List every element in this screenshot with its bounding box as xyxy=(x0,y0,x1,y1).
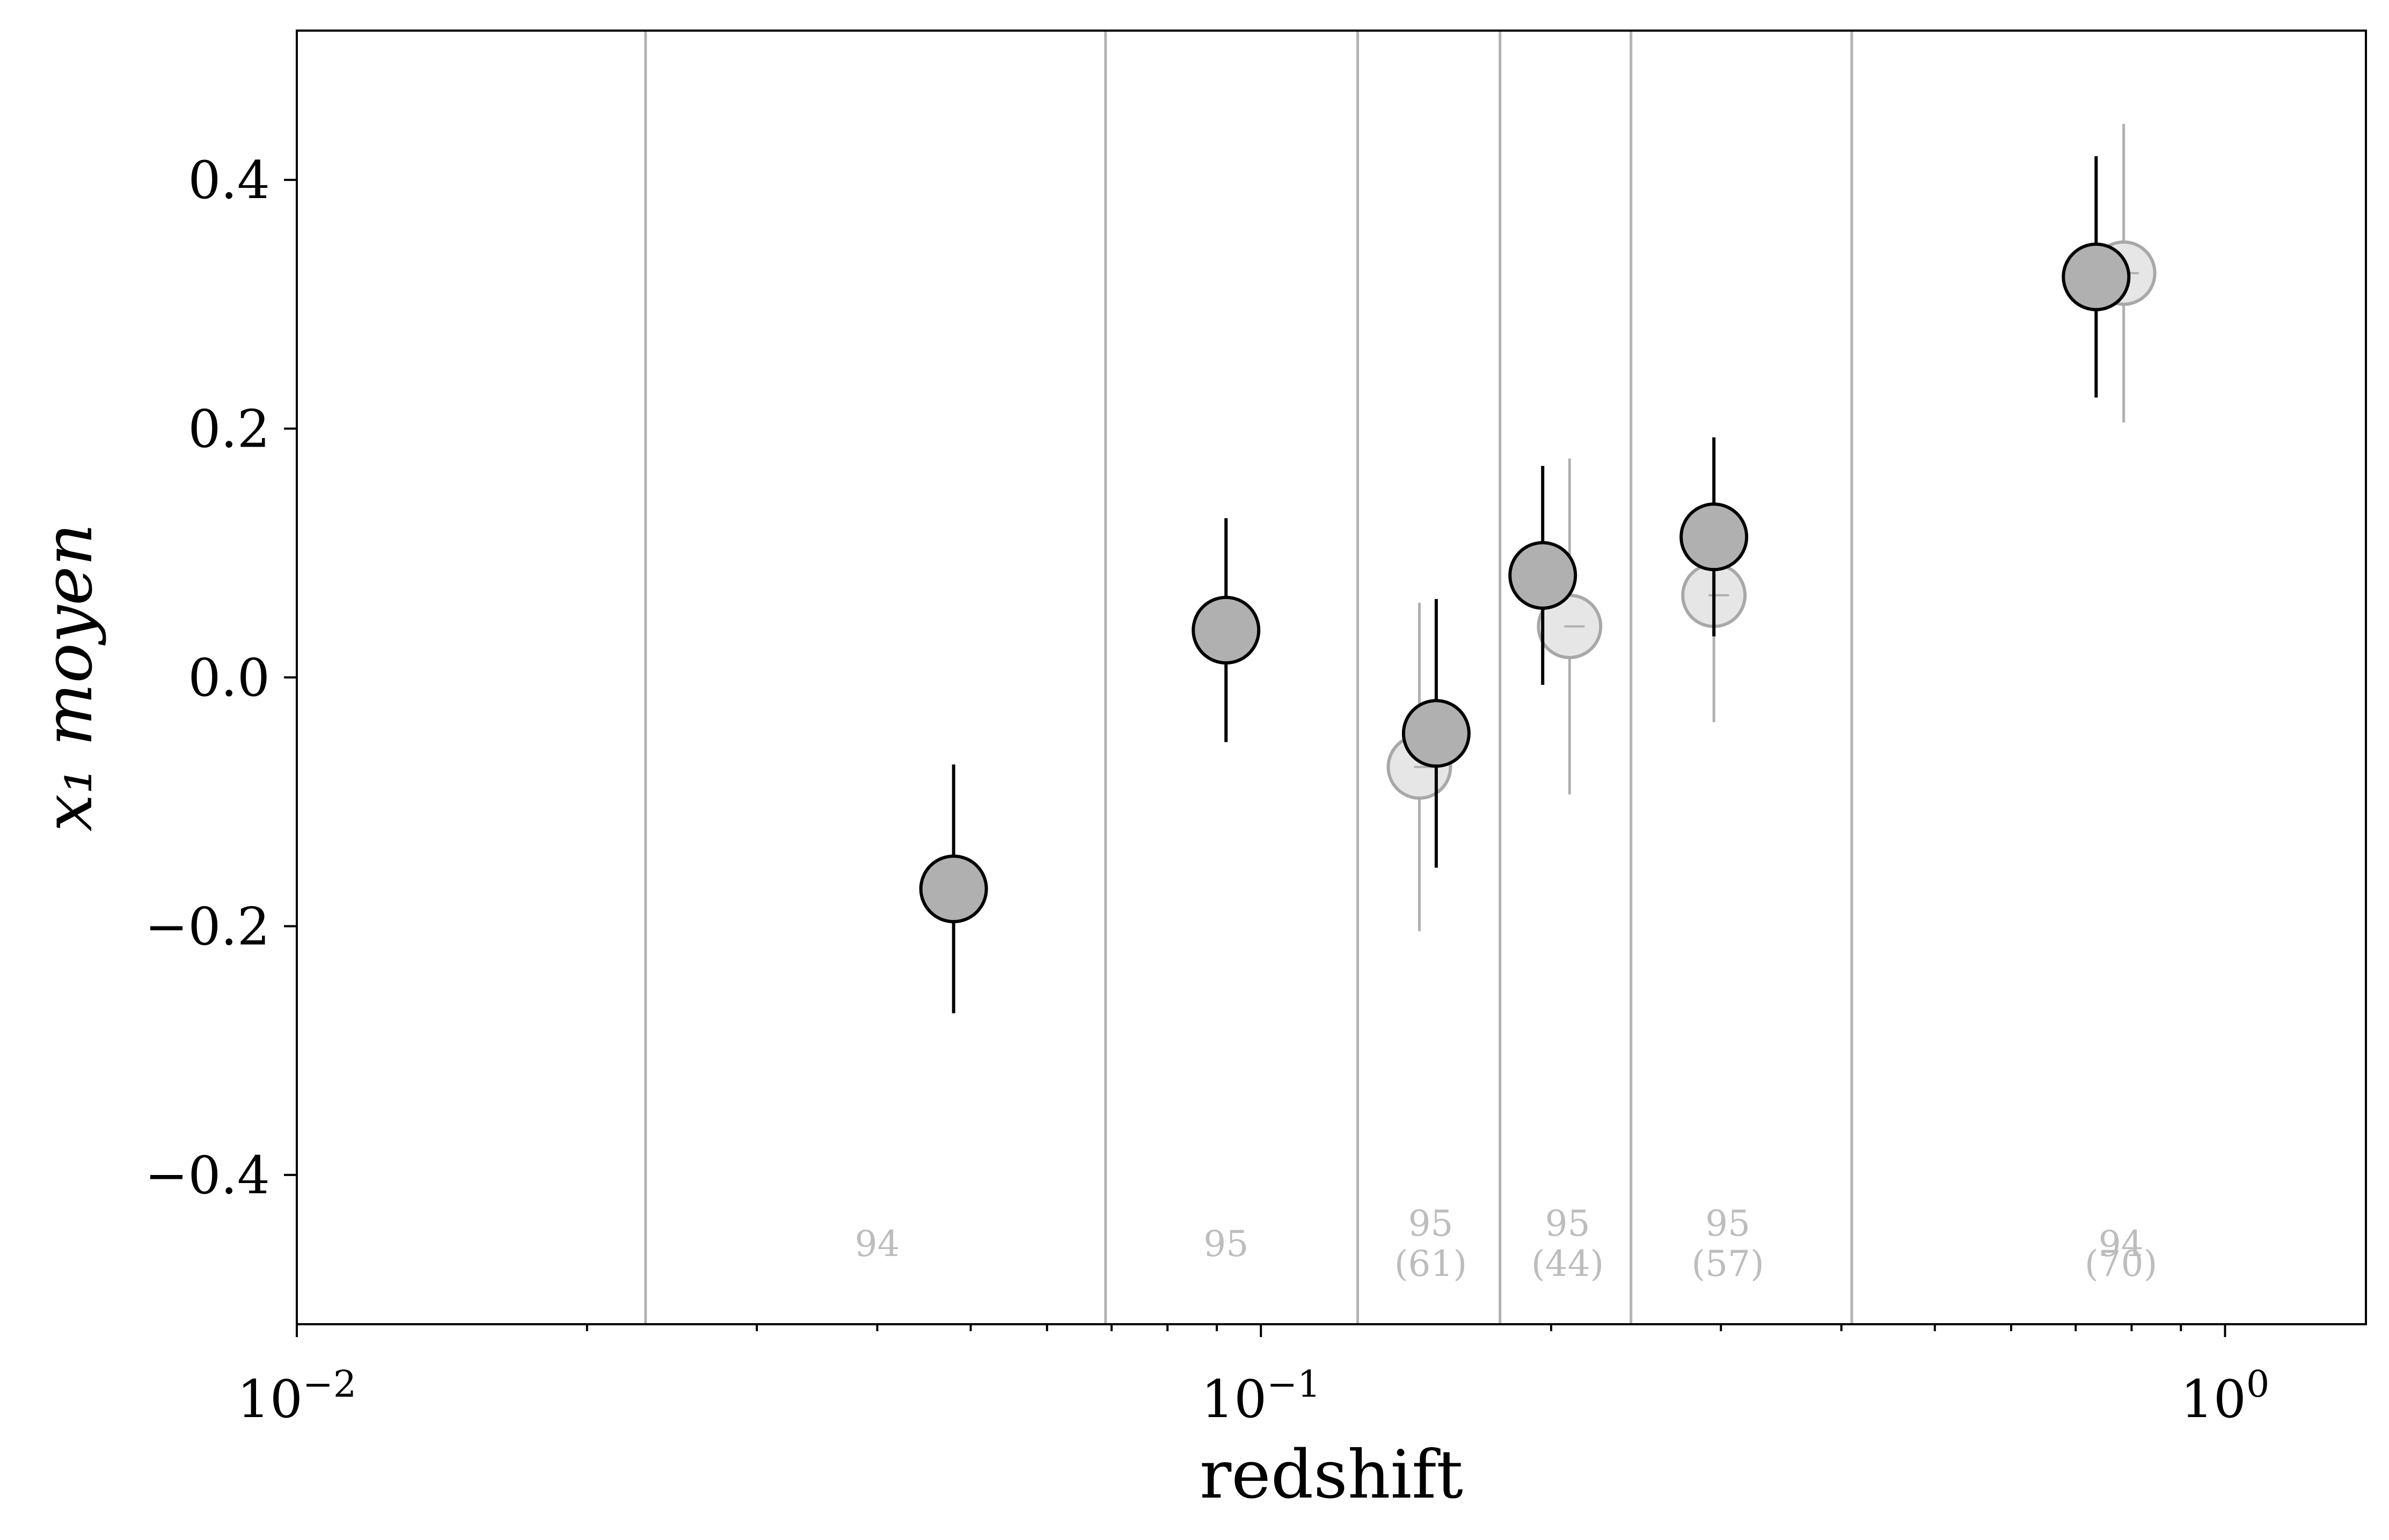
bin-count-label: (57) xyxy=(1691,1243,1764,1284)
x-axis-label: redshift xyxy=(1200,1436,1463,1514)
bin-count-label: (70) xyxy=(2085,1243,2157,1284)
bin-count-label: 95 xyxy=(1705,1203,1750,1244)
data-point xyxy=(919,854,988,923)
bin-count-label: (61) xyxy=(1394,1243,1467,1284)
data-point xyxy=(2062,242,2131,311)
y-tick-label: 0.0 xyxy=(188,648,270,708)
data-point xyxy=(1192,595,1261,665)
data-point xyxy=(1401,699,1471,768)
series-primary xyxy=(919,156,2131,1013)
data-point xyxy=(1508,541,1577,610)
x-tick-label: 10−1 xyxy=(1201,1363,1320,1429)
y-axis: 0.4 0.2 0.0 −0.2 −0.4 xyxy=(145,150,297,1206)
bin-count-label: 94 xyxy=(854,1223,900,1265)
x-tick-label: 100 xyxy=(2181,1363,2269,1429)
bin-count-label: 95 xyxy=(1203,1223,1248,1265)
y-tick-label: 0.4 xyxy=(188,150,270,210)
y-tick-label: −0.4 xyxy=(145,1145,270,1206)
data-point xyxy=(1679,502,1749,572)
bin-edges xyxy=(644,31,1853,1324)
bin-counts: 94 95 95(61)95(44)95(57) 94(70) xyxy=(854,1203,2157,1284)
bin-count-label: 95 xyxy=(1408,1203,1453,1244)
bin-count-label: 95 xyxy=(1545,1203,1590,1244)
x-axis: 10−2 10−1 100 xyxy=(237,1324,2269,1429)
y-axis-label: x₁ moyen xyxy=(30,523,107,832)
bin-count-label: 94 xyxy=(2099,1223,2144,1265)
x-tick-label: 10−2 xyxy=(237,1363,356,1429)
bin-count-label: (44) xyxy=(1531,1243,1604,1284)
y-tick-label: 0.2 xyxy=(188,399,270,459)
y-tick-label: −0.2 xyxy=(145,896,270,957)
